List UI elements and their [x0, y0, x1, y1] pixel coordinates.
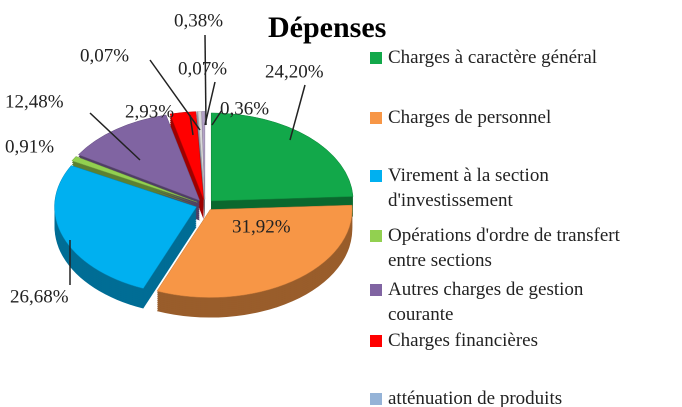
legend-swatch [370, 393, 382, 405]
legend-swatch [370, 230, 382, 242]
legend-swatch [370, 284, 382, 296]
leader-line [211, 109, 223, 126]
leader-line [289, 84, 306, 141]
legend-entry: Charges à caractère général [370, 45, 660, 70]
legend-label: Virement à la section d'investissement [388, 165, 549, 211]
legend-entry: Opérations d'ordre de transfert entre se… [370, 223, 660, 273]
slice [156, 204, 353, 298]
legend-swatch [370, 52, 382, 64]
leader-line [89, 112, 141, 161]
data-label: 0,38% [174, 10, 223, 31]
slice [201, 111, 206, 200]
legend-label: Charges de personnel [388, 107, 552, 128]
data-label: 12,48% [5, 91, 64, 112]
data-label: 2,93% [125, 101, 174, 122]
legend-label: Charges à caractère général [388, 47, 598, 68]
legend-swatch [370, 335, 382, 347]
legend-entry: Autres charges de gestion courante [370, 277, 660, 327]
legend-swatch [370, 170, 382, 182]
legend-label: Charges financières [388, 330, 539, 351]
data-label: 31,92% [232, 216, 291, 237]
slice [77, 114, 201, 201]
legend-label: Autres charges de gestion courante [388, 279, 584, 325]
slice [210, 112, 354, 202]
slice-side [196, 117, 205, 206]
slice [169, 111, 204, 200]
legend-entry: Charges de personnel [370, 105, 660, 130]
legend-swatch [370, 112, 382, 124]
data-label: 0,07% [80, 45, 129, 66]
leader-line [189, 114, 194, 136]
leader-line [149, 59, 201, 131]
legend-label: atténuation de produits [388, 388, 563, 407]
chart-title: Dépenses [268, 11, 386, 44]
legend-entry: Virement à la section d'investissement [370, 163, 660, 213]
data-label: 26,68% [10, 286, 69, 307]
data-label: 0,36% [220, 98, 269, 119]
slice-side [196, 115, 205, 204]
legend-entry: Charges financières [370, 328, 660, 353]
data-label: 0,91% [5, 136, 54, 157]
slice [54, 165, 197, 289]
data-label: 24,20% [265, 61, 324, 82]
legend-entry: atténuation de produits [370, 386, 660, 407]
slice [71, 156, 198, 203]
leader-line [204, 34, 207, 126]
data-label: 0,07% [178, 58, 227, 79]
legend-label: Opérations d'ordre de transfert entre se… [388, 225, 620, 271]
